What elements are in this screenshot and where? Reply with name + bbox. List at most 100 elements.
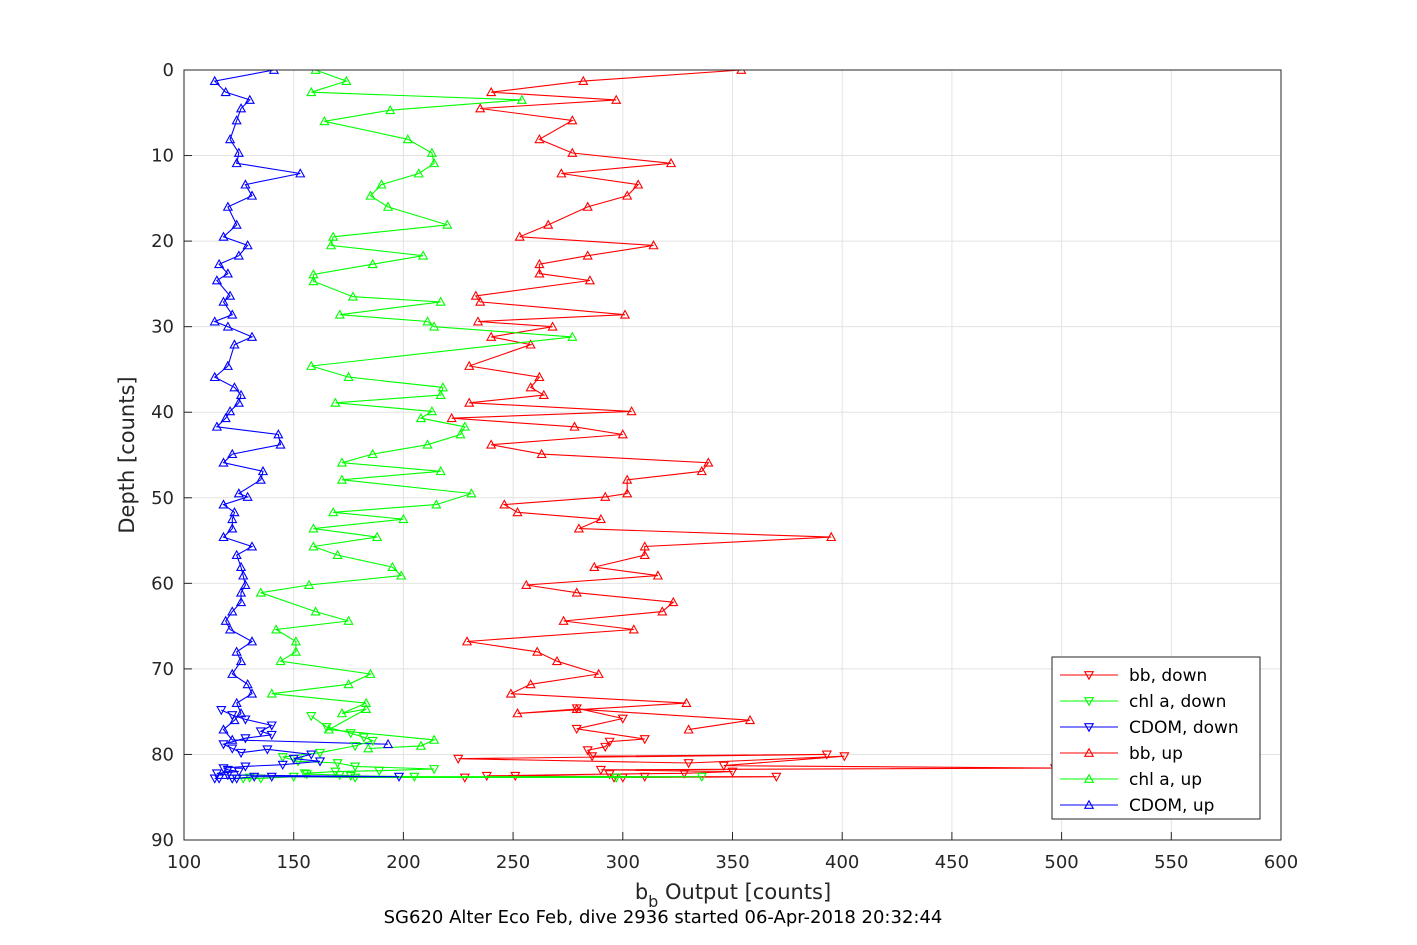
data-point <box>422 439 433 449</box>
data-point <box>227 523 238 533</box>
data-point <box>486 331 497 341</box>
data-point <box>235 596 247 607</box>
data-point <box>683 759 694 769</box>
y-tick-label: 60 <box>151 573 174 594</box>
x-tick-label: 250 <box>496 852 530 873</box>
data-point <box>227 668 238 678</box>
data-point <box>235 103 247 113</box>
data-point <box>227 734 238 744</box>
data-point <box>360 697 372 708</box>
legend-marker <box>1083 671 1095 681</box>
chart-title: SG620 Alter Eco Feb, dive 2936 started 0… <box>384 907 943 928</box>
data-point <box>534 268 545 278</box>
data-point <box>220 615 231 625</box>
data-point <box>266 688 277 698</box>
data-point <box>648 240 659 250</box>
data-point <box>257 465 269 476</box>
data-point <box>567 331 578 341</box>
data-point <box>231 157 242 168</box>
data-point <box>218 457 229 467</box>
legend-marker <box>1083 723 1095 733</box>
legend-marker <box>1083 697 1095 707</box>
data-point <box>328 506 339 517</box>
data-point <box>569 421 580 431</box>
data-point <box>246 331 258 341</box>
data-point <box>231 549 242 560</box>
data-point <box>455 429 466 439</box>
legend-label: chl a, up <box>1129 770 1202 790</box>
data-point <box>231 115 242 125</box>
data-point <box>464 360 475 370</box>
data-point <box>343 678 354 689</box>
data-point <box>240 715 251 725</box>
x-tick-label: 400 <box>825 852 859 873</box>
data-point <box>227 513 238 524</box>
data-point <box>235 389 247 400</box>
data-point <box>244 94 255 104</box>
data-point <box>222 201 234 211</box>
data-point <box>475 296 486 306</box>
x-axis-label-rest: Output [counts] <box>658 880 831 904</box>
data-point <box>218 764 229 774</box>
data-point <box>249 772 260 783</box>
data-point <box>295 168 306 178</box>
data-point <box>839 752 850 762</box>
data-point <box>582 201 593 211</box>
data-point <box>387 561 398 571</box>
data-point <box>718 761 729 771</box>
y-tick-label: 0 <box>163 60 174 81</box>
data-point <box>218 531 229 542</box>
data-point <box>415 740 427 750</box>
data-point <box>826 531 837 542</box>
data-point <box>422 316 433 326</box>
data-point <box>652 570 664 580</box>
data-point <box>277 760 288 771</box>
data-point <box>639 735 650 745</box>
data-point <box>233 397 244 407</box>
legend-label: CDOM, down <box>1129 718 1239 738</box>
data-point <box>617 429 628 439</box>
data-point <box>461 636 473 646</box>
x-axis-label-main: b <box>635 880 648 904</box>
data-point <box>211 421 223 431</box>
data-point <box>622 190 633 200</box>
data-point <box>349 773 361 783</box>
data-point <box>409 772 420 783</box>
data-point <box>374 766 385 777</box>
data-point <box>486 439 497 449</box>
data-point <box>336 708 348 718</box>
data-point <box>233 767 244 777</box>
data-point <box>229 382 240 392</box>
legend-label: CDOM, up <box>1129 796 1214 816</box>
legend: bb, down chl a, down CDOM, down bb, up chl a… <box>1051 656 1261 820</box>
data-point <box>464 397 475 407</box>
data-point <box>428 157 440 168</box>
data-point <box>306 360 317 370</box>
data-point <box>573 523 585 533</box>
data-point <box>536 448 547 459</box>
data-point <box>290 636 302 646</box>
series-chl-a-up <box>255 70 578 753</box>
legend-entry-cdom-up: CDOM, up <box>1060 796 1214 816</box>
data-point <box>556 168 567 178</box>
data-point <box>349 762 361 772</box>
data-point <box>589 561 600 571</box>
legend-entry-cdom-down: CDOM, down <box>1060 718 1239 738</box>
data-point <box>466 488 477 498</box>
data-point <box>209 316 220 326</box>
data-point <box>273 429 284 439</box>
data-point <box>703 457 714 467</box>
data-point <box>628 624 639 634</box>
data-point <box>382 738 394 749</box>
data-point <box>231 219 242 229</box>
y-tick-label: 70 <box>151 659 174 680</box>
data-point <box>341 75 352 86</box>
data-point <box>347 291 359 301</box>
data-point <box>233 147 244 157</box>
series-line-cdom-up <box>213 70 389 745</box>
data-point <box>499 499 510 509</box>
data-point <box>611 773 622 783</box>
data-point <box>246 636 258 646</box>
data-point <box>453 754 464 765</box>
data-point <box>218 499 229 509</box>
